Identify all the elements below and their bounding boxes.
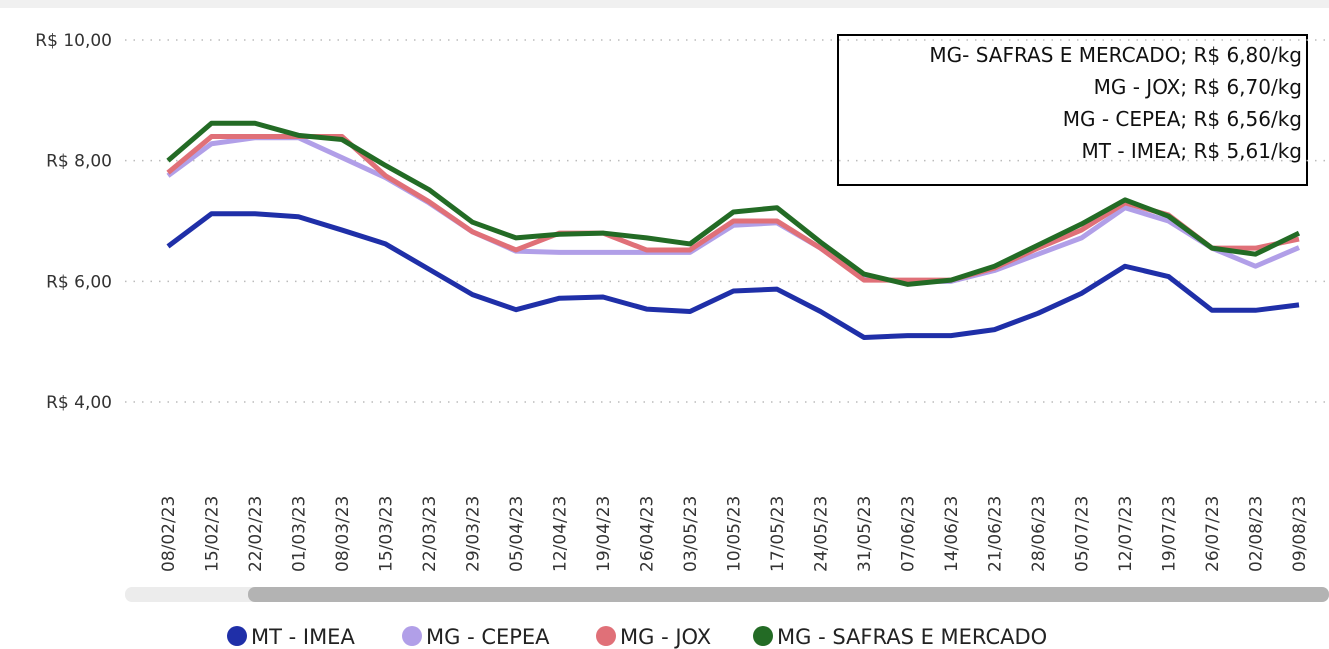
x-tick-label: 22/03/23 [420,496,440,572]
series-line [166,211,1300,340]
annotation: MT - IMEA; R$ 5,61/kg [1082,139,1303,163]
annotation: MG - CEPEA; R$ 6,56/kg [1063,107,1302,131]
x-tick-label: 12/04/23 [551,496,571,572]
x-tick-label: 14/06/23 [942,496,962,572]
y-tick-label: R$ 6,00 [46,272,112,292]
x-tick-label: 17/05/23 [768,496,788,572]
legend-label: MT - IMEA [251,625,355,649]
x-tick-label: 26/04/23 [638,496,658,572]
legend-label: MG - CEPEA [426,625,550,649]
legend-marker [596,626,616,646]
x-tick-label: 05/04/23 [507,496,527,572]
x-tick-label: 10/05/23 [725,496,745,572]
x-tick-label: 21/06/23 [986,496,1006,572]
top-bar [0,0,1329,8]
x-tick-label: 31/05/23 [855,496,875,572]
scroll-thumb[interactable] [248,587,1329,602]
x-tick-label: 02/08/23 [1247,496,1267,572]
x-tick-label: 05/07/23 [1073,496,1093,572]
annotation: MG - JOX; R$ 6,70/kg [1094,75,1302,99]
x-tick-label: 07/06/23 [899,496,919,572]
x-tick-label: 09/08/23 [1290,496,1310,572]
legend-label: MG - SAFRAS E MERCADO [777,625,1047,649]
y-tick-label: R$ 4,00 [46,393,112,413]
x-tick-label: 08/02/23 [159,496,179,572]
x-tick-label: 15/03/23 [377,496,397,572]
legend-marker [402,626,422,646]
annotation: MG- SAFRAS E MERCADO; R$ 6,80/kg [929,43,1302,67]
x-tick-label: 12/07/23 [1116,496,1136,572]
x-tick-label: 08/03/23 [333,496,353,572]
legend-marker [753,626,773,646]
x-tick-label: 01/03/23 [290,496,310,572]
x-tick-label: 19/04/23 [594,496,614,572]
x-tick-label: 26/07/23 [1203,496,1223,572]
legend-marker [227,626,247,646]
x-tick-label: 22/02/23 [246,496,266,572]
x-tick-label: 03/05/23 [681,496,701,572]
series-line [166,120,1301,287]
series-line [166,135,1300,284]
x-tick-label: 15/02/23 [203,496,223,572]
x-tick-label: 19/07/23 [1160,496,1180,572]
x-tick-label: 28/06/23 [1029,496,1049,572]
x-tick-label: 29/03/23 [464,496,484,572]
x-tick-label: 24/05/23 [812,496,832,572]
legend-label: MG - JOX [620,625,711,649]
y-tick-label: R$ 10,00 [35,31,112,51]
y-tick-label: R$ 8,00 [46,152,112,172]
